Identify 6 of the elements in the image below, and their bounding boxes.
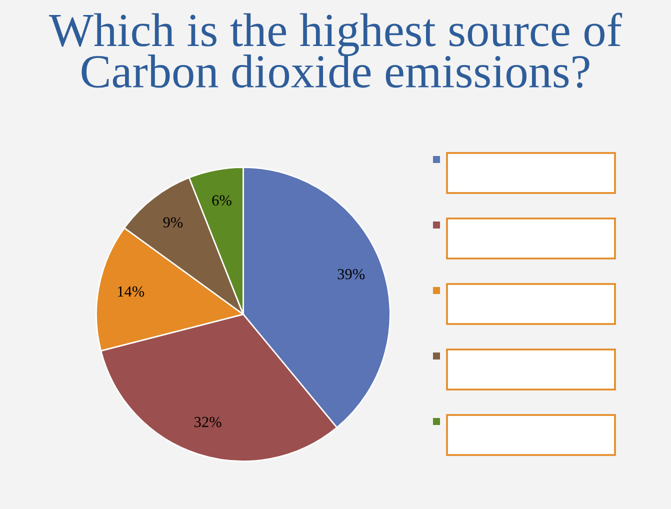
data-label: 14%: [118, 286, 144, 297]
chart-title: Which is the highest source of Carbon dioxide emissions?: [49, 12, 622, 88]
data-label: 6%: [212, 195, 232, 206]
data-label: 32%: [194, 416, 222, 428]
data-label: 9%: [163, 217, 183, 228]
data-label: 39%: [338, 268, 365, 280]
